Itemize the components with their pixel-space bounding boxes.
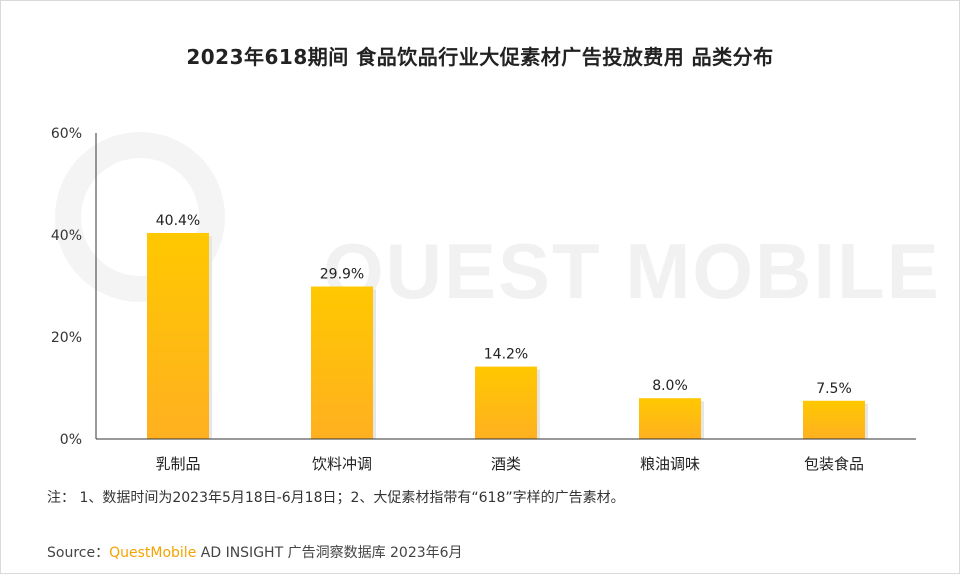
bar bbox=[475, 366, 537, 439]
bar bbox=[311, 286, 373, 439]
data-label: 8.0% bbox=[652, 378, 688, 394]
y-axis: 0% 20% 40% 60% bbox=[51, 126, 97, 448]
source-prefix: Source： bbox=[47, 545, 110, 561]
data-label: 14.2% bbox=[484, 347, 528, 363]
x-tick-label: 乳制品 bbox=[155, 455, 200, 473]
bar bbox=[147, 232, 209, 439]
y-tick-label: 0% bbox=[60, 432, 82, 448]
y-tick-label: 40% bbox=[51, 228, 82, 244]
source-brand: QuestMobile bbox=[109, 545, 197, 561]
x-tick-label: 粮油调味 bbox=[640, 455, 700, 473]
y-tick-label: 60% bbox=[51, 126, 82, 142]
x-axis: 乳制品 饮料冲调 酒类 粮油调味 包装食品 bbox=[96, 438, 916, 473]
y-tick-label: 20% bbox=[51, 330, 82, 346]
data-label: 7.5% bbox=[816, 381, 852, 397]
chart-title: 2023年618期间 食品饮品行业大促素材广告投放费用 品类分布 bbox=[186, 45, 774, 69]
source-line: Source：QuestMobile AD INSIGHT 广告洞察数据库 20… bbox=[47, 542, 463, 562]
footnote: 注： 1、数据时间为2023年5月18日-6月18日；2、大促素材指带有“618… bbox=[47, 490, 625, 506]
bar bbox=[639, 398, 701, 439]
x-tick-label: 饮料冲调 bbox=[312, 455, 372, 473]
data-label: 40.4% bbox=[156, 213, 200, 229]
source-suffix: AD INSIGHT 广告洞察数据库 2023年6月 bbox=[196, 545, 463, 561]
bar bbox=[803, 400, 865, 439]
data-label: 29.9% bbox=[320, 267, 364, 283]
x-tick-label: 酒类 bbox=[491, 455, 521, 473]
x-tick-label: 包装食品 bbox=[804, 455, 864, 473]
bars: 40.4% 29.9% 14.2% 8.0% 7.5% bbox=[147, 213, 868, 439]
